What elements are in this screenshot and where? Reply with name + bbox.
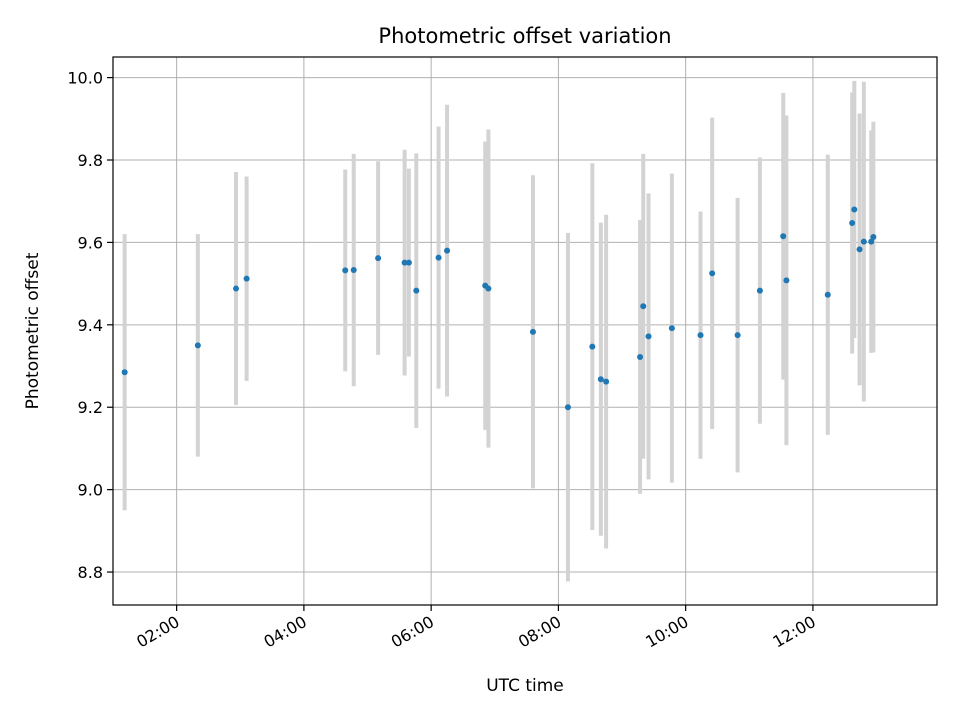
data-point [444,247,451,254]
x-tick-label: 08:00 [515,612,564,652]
data-point [243,275,250,282]
data-point [640,303,647,310]
data-point [734,332,741,339]
x-tick-label: 12:00 [769,612,818,652]
data-point [856,246,863,253]
y-tick-label: 10.0 [67,69,103,88]
y-axis-title: Photometric offset [23,252,43,409]
data-point [350,267,357,274]
error-bars [122,80,876,582]
grid-lines [113,57,937,605]
data-point [637,353,644,360]
data-point [756,287,763,294]
data-point [824,291,831,298]
data-point [589,343,596,350]
data-point [121,369,128,376]
y-tick-label: 9.4 [78,316,103,335]
plot-frame [112,56,938,606]
y-axis-ticks: 8.8 9.0 9.2 9.4 9.6 9.8 10.0 [67,69,113,582]
data-point [603,378,610,385]
y-tick-label: 9.0 [78,481,103,500]
data-point [485,285,492,292]
y-tick-label: 9.8 [78,151,103,170]
x-axis-ticks: 02:00 04:00 06:00 08:00 10:00 12:00 [133,605,819,652]
data-point [405,259,412,266]
data-point [529,328,536,335]
data-point [413,287,420,294]
data-point [233,285,240,292]
y-tick-label: 9.6 [78,233,103,252]
data-point [194,342,201,349]
x-tick-label: 02:00 [133,612,182,652]
x-axis-title: UTC time [486,676,564,696]
data-point [780,233,787,240]
data-point [401,259,408,266]
data-point [868,238,875,245]
data-point [564,404,571,411]
data-point [645,333,652,340]
x-tick-label: 10:00 [642,612,691,652]
data-point [851,206,858,213]
data-point [709,270,716,277]
data-point [870,234,877,241]
chart-title: Photometric offset variation [378,24,671,48]
y-tick-label: 8.8 [78,563,103,582]
data-point [597,376,604,383]
data-point [668,325,675,332]
data-point [849,220,856,227]
x-tick-label: 06:00 [388,612,437,652]
y-tick-label: 9.2 [78,398,103,417]
data-points [121,206,877,411]
data-point [860,238,867,245]
data-point [435,254,442,261]
data-point [342,267,349,274]
data-point [783,277,790,284]
data-point [375,255,382,262]
data-point [697,332,704,339]
x-tick-label: 04:00 [260,612,309,652]
